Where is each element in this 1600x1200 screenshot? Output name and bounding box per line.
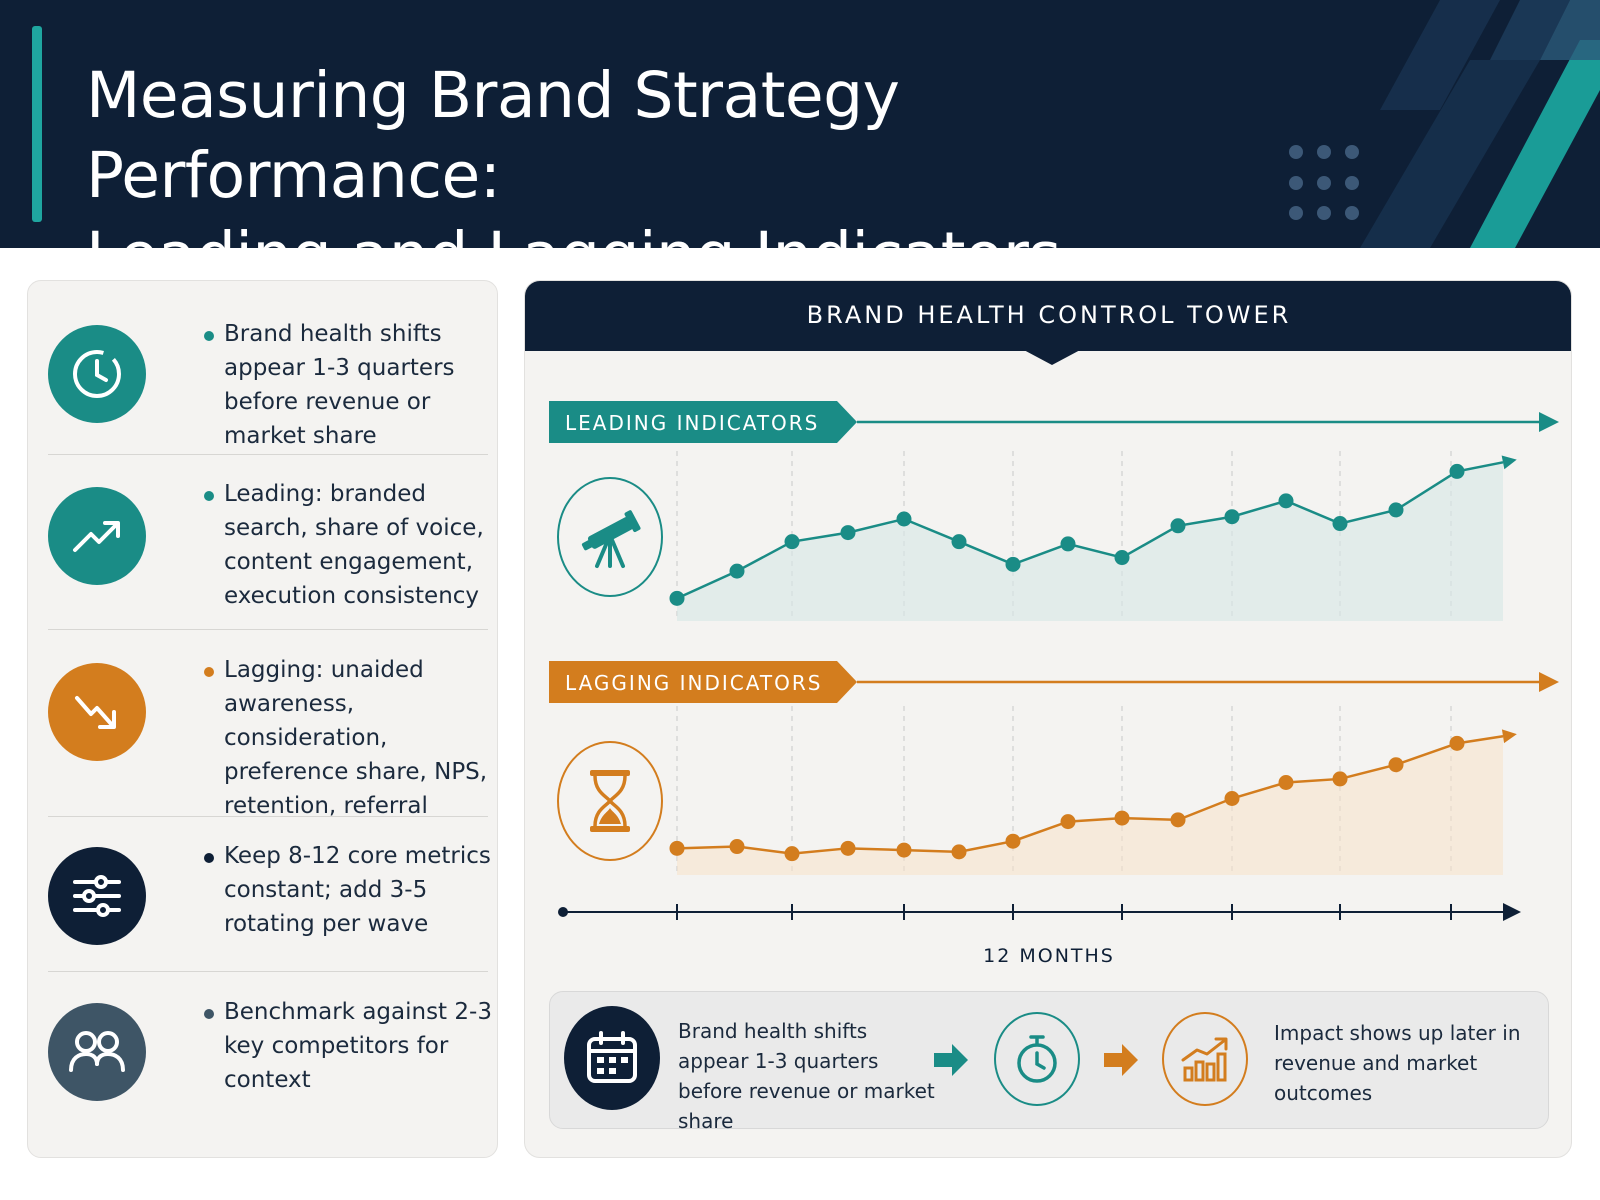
- data-point: [1005, 833, 1021, 849]
- divider: [48, 971, 488, 972]
- divider: [48, 454, 488, 455]
- data-point: [1278, 774, 1294, 790]
- data-point: [784, 846, 800, 862]
- key-point-text: Lagging: unaided awareness, consideratio…: [224, 657, 488, 819]
- data-point: [1388, 757, 1404, 773]
- growth-chart-icon: [1162, 1012, 1248, 1106]
- data-point: [1332, 771, 1348, 787]
- clock-icon: [48, 325, 146, 423]
- data-point: [1005, 556, 1021, 572]
- arrow-right-icon: [934, 1044, 968, 1076]
- series-area: [677, 462, 1503, 621]
- page-title-line-1: Measuring Brand Strategy Performance:: [86, 59, 900, 212]
- series-area: [677, 736, 1503, 875]
- data-point: [840, 525, 856, 541]
- data-point: [1114, 550, 1130, 566]
- bullet-dot: [204, 667, 214, 677]
- data-point: [669, 840, 685, 856]
- hourglass-icon: [557, 741, 663, 861]
- timeline-arrow: [1503, 903, 1521, 921]
- data-point: [1278, 493, 1294, 509]
- key-point-text: Benchmark against 2-3 key competitors fo…: [224, 999, 492, 1093]
- data-point: [1170, 518, 1186, 534]
- data-point: [729, 563, 745, 579]
- divider: [48, 629, 488, 630]
- leading-indicators-label: LEADING INDICATORS: [565, 411, 820, 435]
- people-icon: [48, 1003, 146, 1101]
- timeline-label: 12 MONTHS: [983, 945, 1115, 967]
- key-point-text: Leading: branded search, share of voice,…: [224, 481, 484, 609]
- timeline-start-dot: [558, 907, 568, 917]
- trending-up-icon: [48, 487, 146, 585]
- key-points-panel: Brand health shifts appear 1-3 quarters …: [27, 280, 498, 1158]
- stopwatch-icon: [994, 1012, 1080, 1106]
- data-point: [1224, 509, 1240, 525]
- sliders-icon: [48, 847, 146, 945]
- data-point: [1060, 814, 1076, 830]
- flow-left-text: Brand health shifts appear 1-3 quarters …: [678, 1019, 935, 1133]
- telescope-icon: [557, 477, 663, 597]
- bullet-dot: [204, 491, 214, 501]
- header-accent-bar: [32, 26, 42, 222]
- page-header: Measuring Brand Strategy Performance: Le…: [0, 0, 1600, 248]
- key-point-item: Leading: branded search, share of voice,…: [48, 477, 488, 637]
- key-point-item: Benchmark against 2-3 key competitors fo…: [48, 995, 492, 1135]
- leading-tag-arrow: [549, 401, 1559, 443]
- control-tower-title: BRAND HEALTH CONTROL TOWER: [806, 301, 1292, 329]
- trending-down-icon: [48, 663, 146, 761]
- calendar-icon: [564, 1006, 660, 1110]
- data-point: [1170, 812, 1186, 828]
- lagging-indicators-label: LAGGING INDICATORS: [565, 671, 823, 695]
- impact-flow-box: Brand health shifts appear 1-3 quarters …: [549, 991, 1549, 1133]
- series-line: [676, 461, 1504, 600]
- data-point: [1449, 735, 1465, 751]
- key-point-text: Brand health shifts appear 1-3 quarters …: [224, 321, 455, 449]
- data-point: [896, 511, 912, 527]
- data-point: [951, 844, 967, 860]
- data-point: [1332, 516, 1348, 532]
- divider: [48, 816, 488, 817]
- page-title-line-2: Leading and Lagging Indicators: [86, 216, 1286, 248]
- header-notch: [1022, 349, 1082, 365]
- data-point: [840, 840, 856, 856]
- key-point-item: Brand health shifts appear 1-3 quarters …: [48, 317, 488, 457]
- data-point: [1388, 502, 1404, 518]
- control-tower-panel: BRAND HEALTH CONTROL TOWER LEADING INDIC…: [524, 280, 1572, 1158]
- data-point: [951, 534, 967, 550]
- data-point: [1449, 463, 1465, 479]
- series-line: [676, 735, 1504, 855]
- page-title: Measuring Brand Strategy Performance: Le…: [86, 56, 1286, 248]
- flow-right-text: Impact shows up later in revenue and mar…: [1274, 1021, 1521, 1105]
- lagging-tag-arrow: [549, 661, 1559, 703]
- data-point: [784, 534, 800, 550]
- bullet-dot: [204, 853, 214, 863]
- data-point: [729, 839, 745, 855]
- series-end-arrow: [1501, 729, 1517, 744]
- data-point: [669, 590, 685, 606]
- key-point-text: Keep 8-12 core metrics constant; add 3-5…: [224, 843, 491, 937]
- data-point: [896, 842, 912, 858]
- arrow-right-icon: [1104, 1044, 1138, 1076]
- data-point: [1224, 791, 1240, 807]
- bullet-dot: [204, 1009, 214, 1019]
- control-tower-header: BRAND HEALTH CONTROL TOWER: [525, 281, 1571, 351]
- bullet-dot: [204, 331, 214, 341]
- key-point-item: Keep 8-12 core metrics constant; add 3-5…: [48, 839, 491, 979]
- data-point: [1060, 536, 1076, 552]
- indicators-chart: [558, 451, 1521, 921]
- key-point-item: Lagging: unaided awareness, consideratio…: [48, 653, 488, 819]
- header-decoration: [1289, 0, 1600, 248]
- series-end-arrow: [1501, 455, 1517, 470]
- data-point: [1114, 810, 1130, 826]
